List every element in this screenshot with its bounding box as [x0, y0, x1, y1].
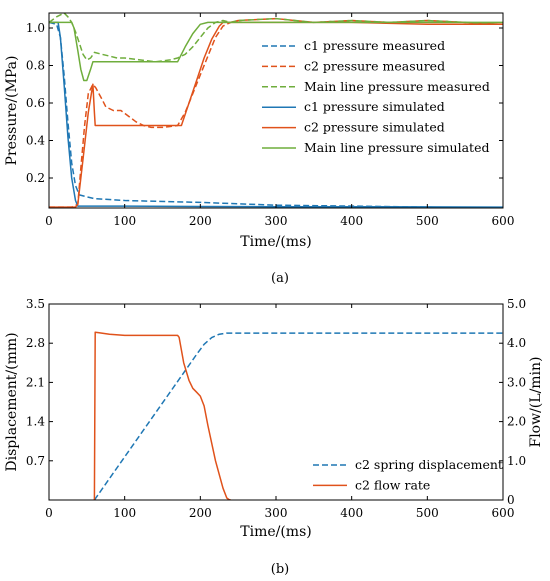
legend-entry-label: c2 pressure simulated: [304, 120, 445, 135]
chart-a: 0 100 200 300 400 500 600 0.2 0.4 0.6 0.8 1.0 Time/(…: [4, 12, 515, 286]
y-tick-label: 2.1: [26, 375, 45, 389]
x-tick-label: 300: [265, 214, 288, 228]
y-right-tick-label: 2.0: [507, 415, 526, 429]
series-line-c2-spring-displacement: [93, 332, 503, 500]
series-line-main-line-pressure-measured: [49, 13, 503, 63]
legend-entry-label: c2 flow rate: [355, 477, 430, 492]
y-axis-label: Displacement/(mm): [4, 332, 20, 471]
x-tick-label: 300: [265, 506, 288, 520]
y-right-tick-label: 0: [507, 493, 515, 507]
y-right-tick-label: 3.0: [507, 375, 526, 389]
x-tick-label: 400: [340, 214, 363, 228]
legend-entry-label: c1 pressure measured: [304, 38, 445, 53]
x-tick-label: 0: [45, 506, 53, 520]
x-tick-label: 0: [45, 214, 53, 228]
series-line-c2-flow-rate: [93, 331, 231, 500]
y-tick-label: 0.6: [26, 96, 45, 110]
legend-entry-label: Main line pressure simulated: [304, 140, 489, 155]
series-line-c1-pressure-simulated: [49, 21, 503, 208]
y-right-tick-label: 5.0: [507, 297, 526, 311]
figure-caption: (b): [271, 562, 289, 577]
y-right-axis-label: Flow/(L/min): [528, 356, 544, 447]
y-axis-label: Pressure/(MPa): [4, 56, 20, 166]
plot-area: [49, 13, 503, 208]
plot-area: [93, 331, 503, 500]
y-right-tick-label: 1.0: [507, 454, 526, 468]
legend-entry-label: c2 spring displacement: [355, 457, 503, 472]
x-tick-label: 200: [189, 214, 212, 228]
y-tick-label: 2.8: [26, 336, 45, 350]
legend: c2 spring displacement c2 flow rate: [313, 457, 503, 492]
x-tick-label: 100: [113, 214, 136, 228]
legend-entry-label: c2 pressure measured: [304, 58, 445, 73]
legend-entry-label: Main line pressure measured: [304, 79, 490, 94]
x-axis-label: Time/(ms): [240, 234, 311, 250]
x-tick-label: 600: [492, 214, 515, 228]
x-tick-label: 400: [340, 506, 363, 520]
y-tick-label: 0.4: [26, 134, 45, 148]
y-tick-label: 1.4: [26, 415, 45, 429]
x-tick-label: 100: [113, 506, 136, 520]
legend: c1 pressure measured c2 pressure measured…: [262, 38, 490, 155]
y-tick-label: 0.2: [26, 171, 45, 185]
x-tick-label: 500: [416, 214, 439, 228]
x-tick-label: 600: [492, 506, 515, 520]
series-line-main-line-pressure-simulated: [49, 21, 503, 82]
x-tick-label: 500: [416, 506, 439, 520]
y-tick-label: 0.8: [26, 59, 45, 73]
figure-caption: (a): [271, 271, 289, 286]
x-tick-label: 200: [189, 506, 212, 520]
y-right-tick-label: 4.0: [507, 336, 526, 350]
y-tick-label: 0.7: [26, 454, 45, 468]
chart-b: 0 100 200 300 400 500 600 0.7 1.4 2.1 2.8 3.5 0 1.0 2.…: [4, 297, 544, 577]
legend-entry-label: c1 pressure simulated: [304, 99, 445, 114]
y-tick-label: 1.0: [26, 21, 45, 35]
y-tick-label: 3.5: [26, 297, 45, 311]
x-axis-label: Time/(ms): [240, 524, 311, 540]
